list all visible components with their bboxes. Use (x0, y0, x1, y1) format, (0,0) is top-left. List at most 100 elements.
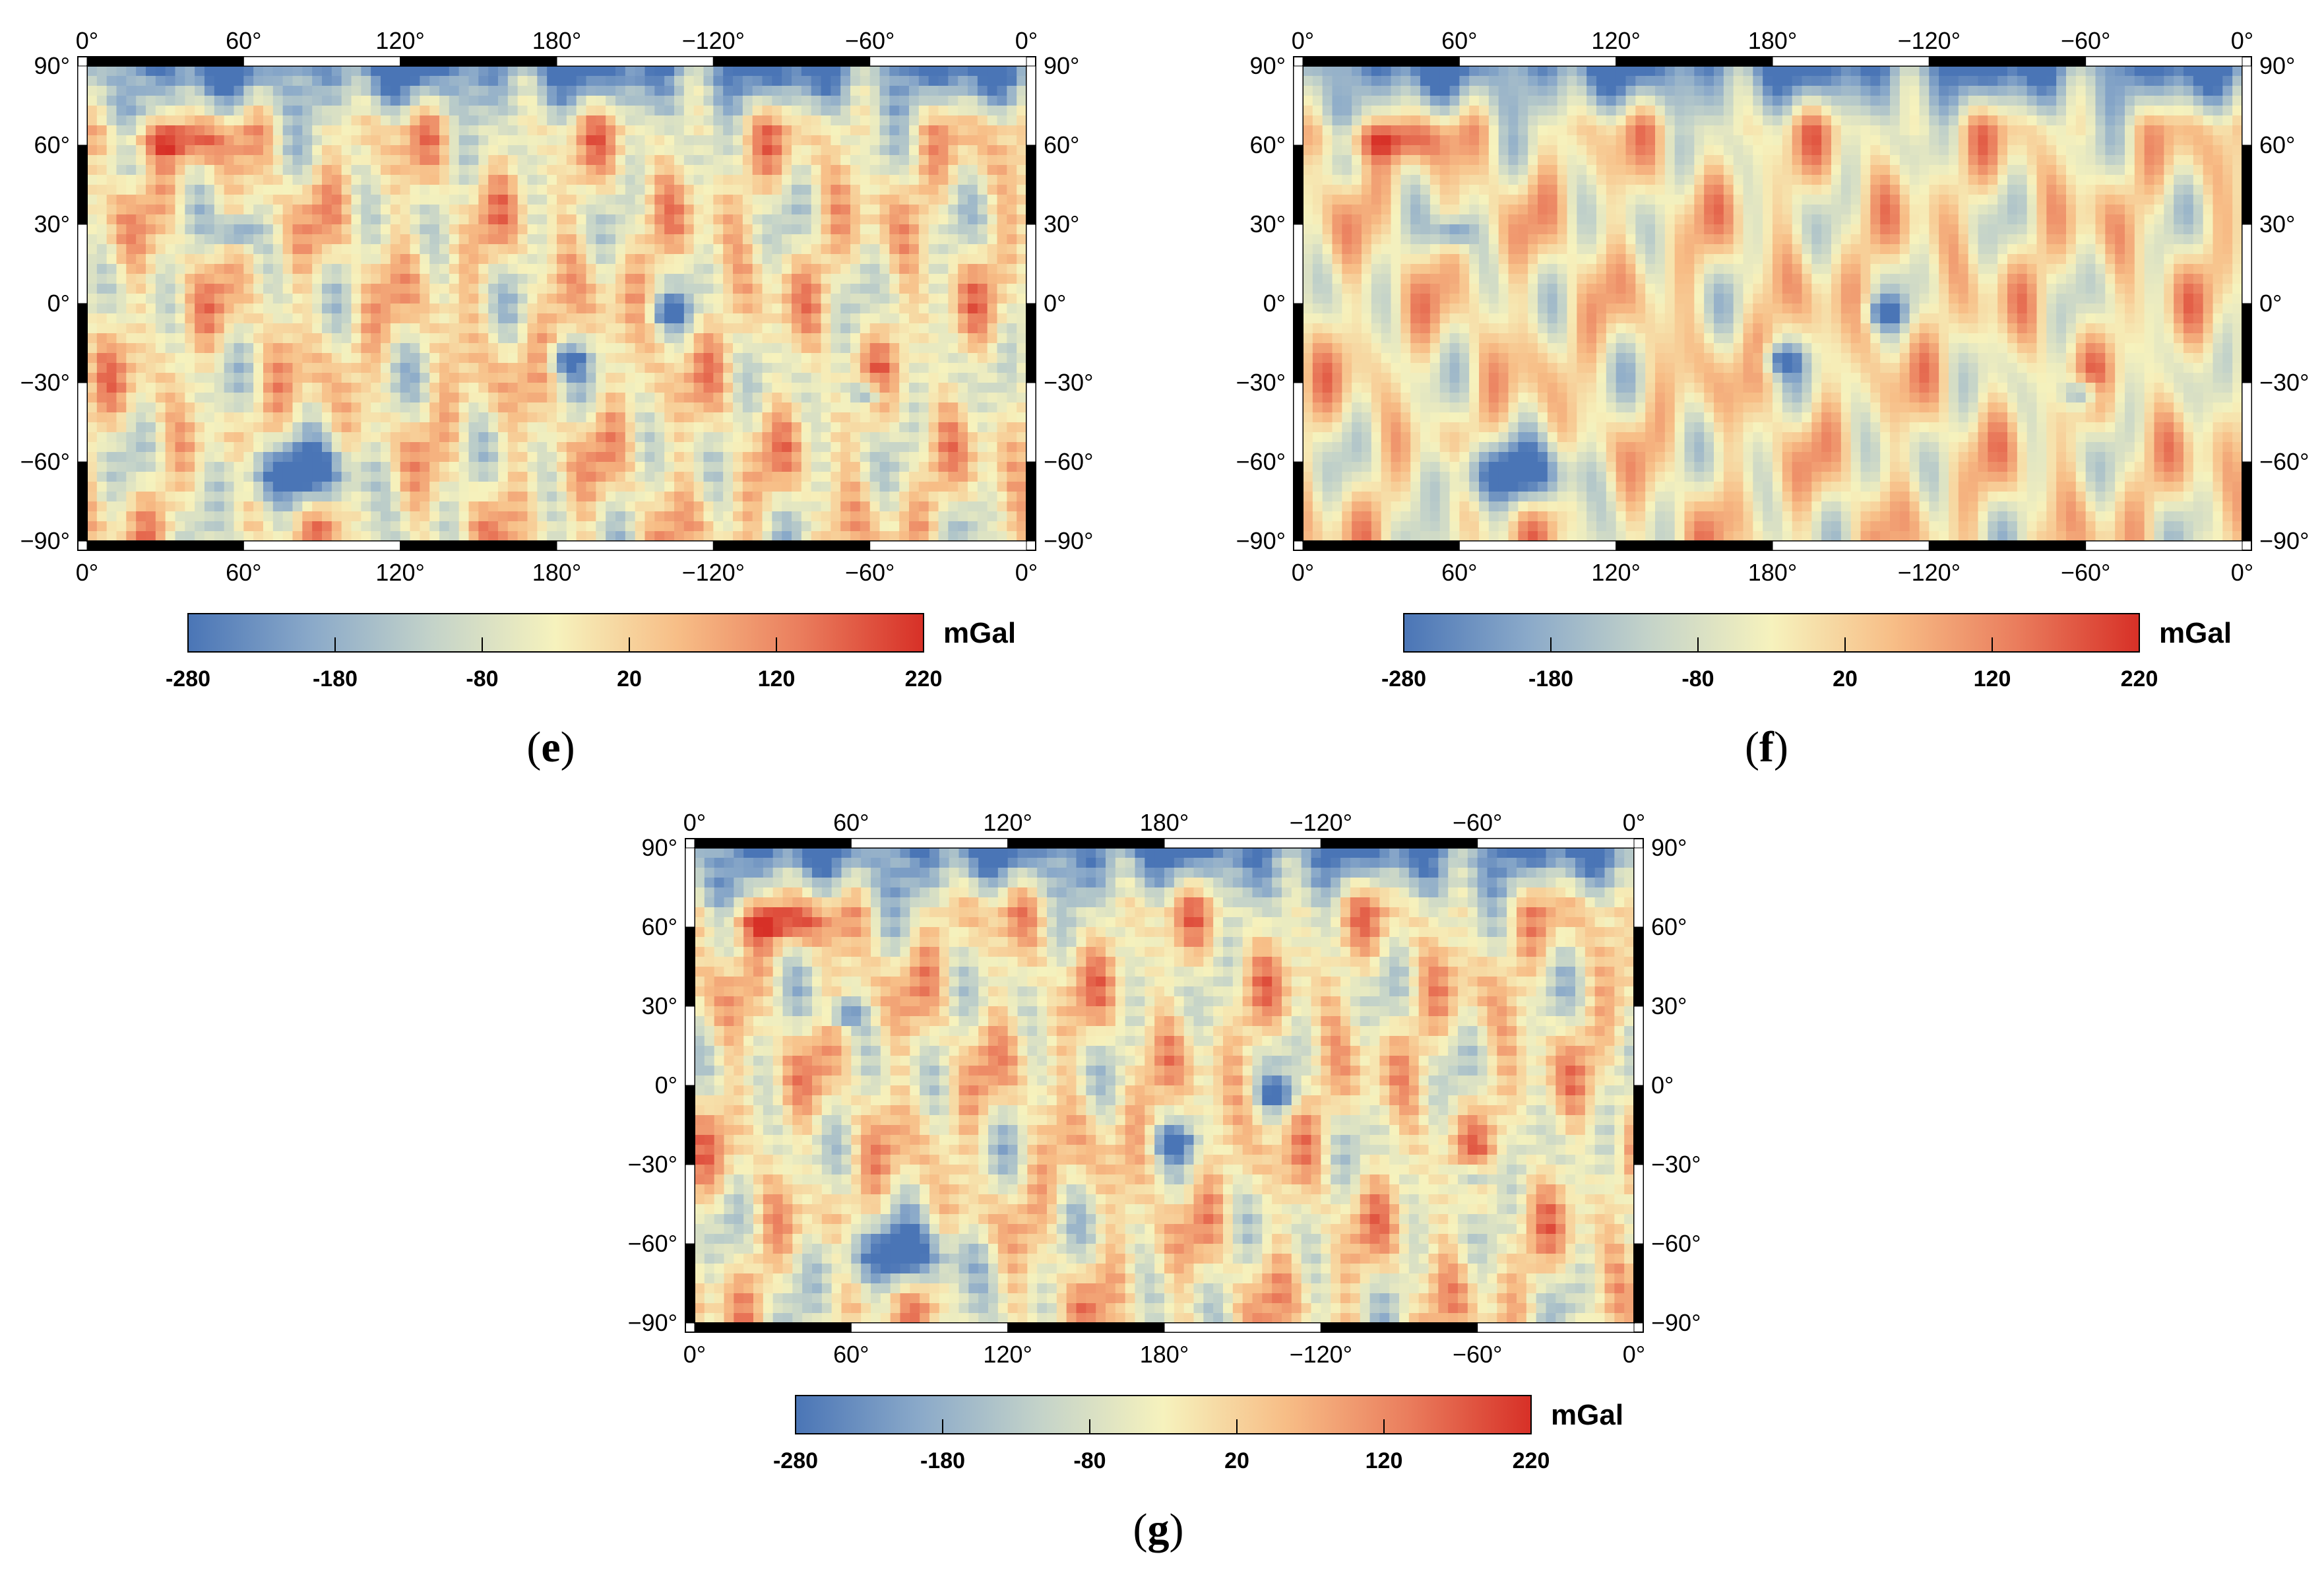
y-tick-label-right: 90° (2259, 52, 2295, 79)
x-tick-label-bottom: −120° (1898, 559, 1961, 586)
x-tick-label-top: −60° (1453, 809, 1502, 836)
y-tick-label-right: −30° (1651, 1151, 1701, 1178)
y-tick-label-right: −30° (2259, 369, 2309, 396)
y-tick-label-right: 30° (2259, 210, 2295, 238)
y-tick-label-left: 90° (34, 52, 70, 79)
map-panel-g: 0° 0° 60° 60° 120° 120° 180° 180° −120° −120° −60°… (608, 782, 1729, 1574)
x-tick-label-bottom: −120° (682, 559, 745, 586)
y-tick-label-right: 60° (1651, 913, 1687, 940)
y-tick-label-left: −30° (628, 1151, 677, 1178)
anomaly-field (695, 848, 1634, 1323)
y-tick-label-right: −90° (1651, 1309, 1701, 1336)
x-tick-label-top: −60° (845, 27, 895, 54)
y-tick-label-left: 0° (1263, 290, 1286, 317)
x-tick-label-top: 60° (1441, 27, 1477, 54)
x-tick-label-top: −120° (1898, 27, 1961, 54)
y-tick-label-right: −90° (1044, 527, 1093, 554)
x-tick-label-bottom: 60° (226, 559, 261, 586)
x-tick-label-top: 60° (833, 809, 869, 836)
x-tick-label-top: 120° (1591, 27, 1640, 54)
colorbar-tick-label: 220 (905, 666, 943, 691)
y-tick-label-left: 0° (655, 1072, 677, 1099)
colorbar-tick-label: -180 (920, 1448, 965, 1473)
x-tick-label-top: 120° (983, 809, 1032, 836)
y-tick-label-right: 0° (2259, 290, 2282, 317)
y-tick-label-right: −60° (1651, 1230, 1701, 1257)
colorbar-tick-label: -80 (1073, 1448, 1106, 1473)
x-tick-label-top: 0° (76, 27, 98, 54)
y-tick-label-left: −60° (628, 1230, 677, 1257)
x-tick-label-bottom: 180° (1140, 1341, 1189, 1368)
colorbar-unit: mGal (2159, 617, 2232, 649)
colorbar-unit: mGal (943, 617, 1016, 649)
x-tick-label-bottom: −60° (1453, 1341, 1502, 1368)
caption-g: (g) (1133, 1505, 1184, 1553)
x-tick-label-top: 180° (532, 27, 581, 54)
y-tick-label-right: 90° (1044, 52, 1079, 79)
x-tick-label-top: 0° (1015, 27, 1038, 54)
y-tick-label-right: −60° (1044, 448, 1093, 475)
y-tick-label-right: −30° (1044, 369, 1093, 396)
y-tick-label-left: 30° (34, 210, 70, 238)
y-tick-label-right: −60° (2259, 448, 2309, 475)
y-tick-label-right: 90° (1651, 834, 1687, 861)
y-tick-label-left: −30° (1236, 369, 1286, 396)
colorbar (795, 1395, 1532, 1434)
colorbar-tick-label: -280 (773, 1448, 818, 1473)
x-tick-label-top: −120° (682, 27, 745, 54)
gravity-anomaly-map-f: 0° 0° 60° 60° 120° 120° 180° 180° −120° −120° −60°… (1236, 27, 2309, 691)
x-tick-label-bottom: 0° (2231, 559, 2253, 586)
colorbar (187, 613, 924, 653)
caption-f: (f) (1745, 723, 1788, 771)
y-tick-label-right: 60° (1044, 131, 1079, 158)
x-tick-label-bottom: 60° (1441, 559, 1477, 586)
colorbar-tick-label: 20 (617, 666, 642, 691)
x-tick-label-top: 60° (226, 27, 261, 54)
y-tick-label-left: −30° (20, 369, 70, 396)
x-tick-label-bottom: 60° (833, 1341, 869, 1368)
colorbar-tick-label: 220 (1513, 1448, 1550, 1473)
x-tick-label-bottom: 0° (1292, 559, 1314, 586)
anomaly-field (1303, 66, 2242, 541)
map-panel-e: 0° 0° 60° 60° 120° 120° 180° 180° −120° −120° −60°… (0, 0, 1121, 779)
x-tick-label-top: 0° (1292, 27, 1314, 54)
colorbar-tick-label: -180 (313, 666, 358, 691)
x-tick-label-top: 180° (1140, 809, 1189, 836)
colorbar-tick-label: -180 (1528, 666, 1573, 691)
gravity-anomaly-map-g: 0° 0° 60° 60° 120° 120° 180° 180° −120° −120° −60°… (628, 809, 1701, 1473)
y-tick-label-left: −90° (628, 1309, 677, 1336)
y-tick-label-right: 0° (1651, 1072, 1674, 1099)
x-tick-label-bottom: 180° (1748, 559, 1797, 586)
x-tick-label-bottom: 0° (76, 559, 98, 586)
colorbar-tick-label: 220 (2121, 666, 2158, 691)
x-tick-label-top: 0° (1623, 809, 1645, 836)
x-tick-label-top: 120° (375, 27, 424, 54)
x-tick-label-bottom: 120° (375, 559, 424, 586)
y-tick-label-right: −90° (2259, 527, 2309, 554)
x-tick-label-bottom: 120° (983, 1341, 1032, 1368)
x-tick-label-bottom: 0° (1015, 559, 1038, 586)
y-tick-label-left: 90° (642, 834, 677, 861)
colorbar-tick-label: 120 (1974, 666, 2011, 691)
x-tick-label-bottom: −60° (845, 559, 895, 586)
x-tick-label-top: 180° (1748, 27, 1797, 54)
x-tick-label-bottom: −120° (1290, 1341, 1352, 1368)
y-tick-label-left: −90° (1236, 527, 1286, 554)
y-tick-label-right: 60° (2259, 131, 2295, 158)
y-tick-label-left: 30° (1250, 210, 1286, 238)
colorbar (1403, 613, 2140, 653)
y-tick-label-left: 30° (642, 992, 677, 1019)
x-tick-label-bottom: 0° (1623, 1341, 1645, 1368)
colorbar-tick-label: 20 (1833, 666, 1858, 691)
x-tick-label-bottom: −60° (2061, 559, 2110, 586)
colorbar-tick-label: 120 (758, 666, 796, 691)
anomaly-field (87, 66, 1026, 541)
caption-e: (e) (526, 723, 575, 771)
colorbar-tick-label: -280 (1381, 666, 1426, 691)
y-tick-label-left: −90° (20, 527, 70, 554)
y-tick-label-left: 90° (1250, 52, 1286, 79)
y-tick-label-right: 0° (1044, 290, 1066, 317)
gravity-anomaly-map-e: 0° 0° 60° 60° 120° 120° 180° 180° −120° −120° −60°… (20, 27, 1094, 691)
map-panel-f: 0° 0° 60° 60° 120° 120° 180° 180° −120° −120° −60°… (1216, 0, 2324, 779)
y-tick-label-left: 60° (1250, 131, 1286, 158)
